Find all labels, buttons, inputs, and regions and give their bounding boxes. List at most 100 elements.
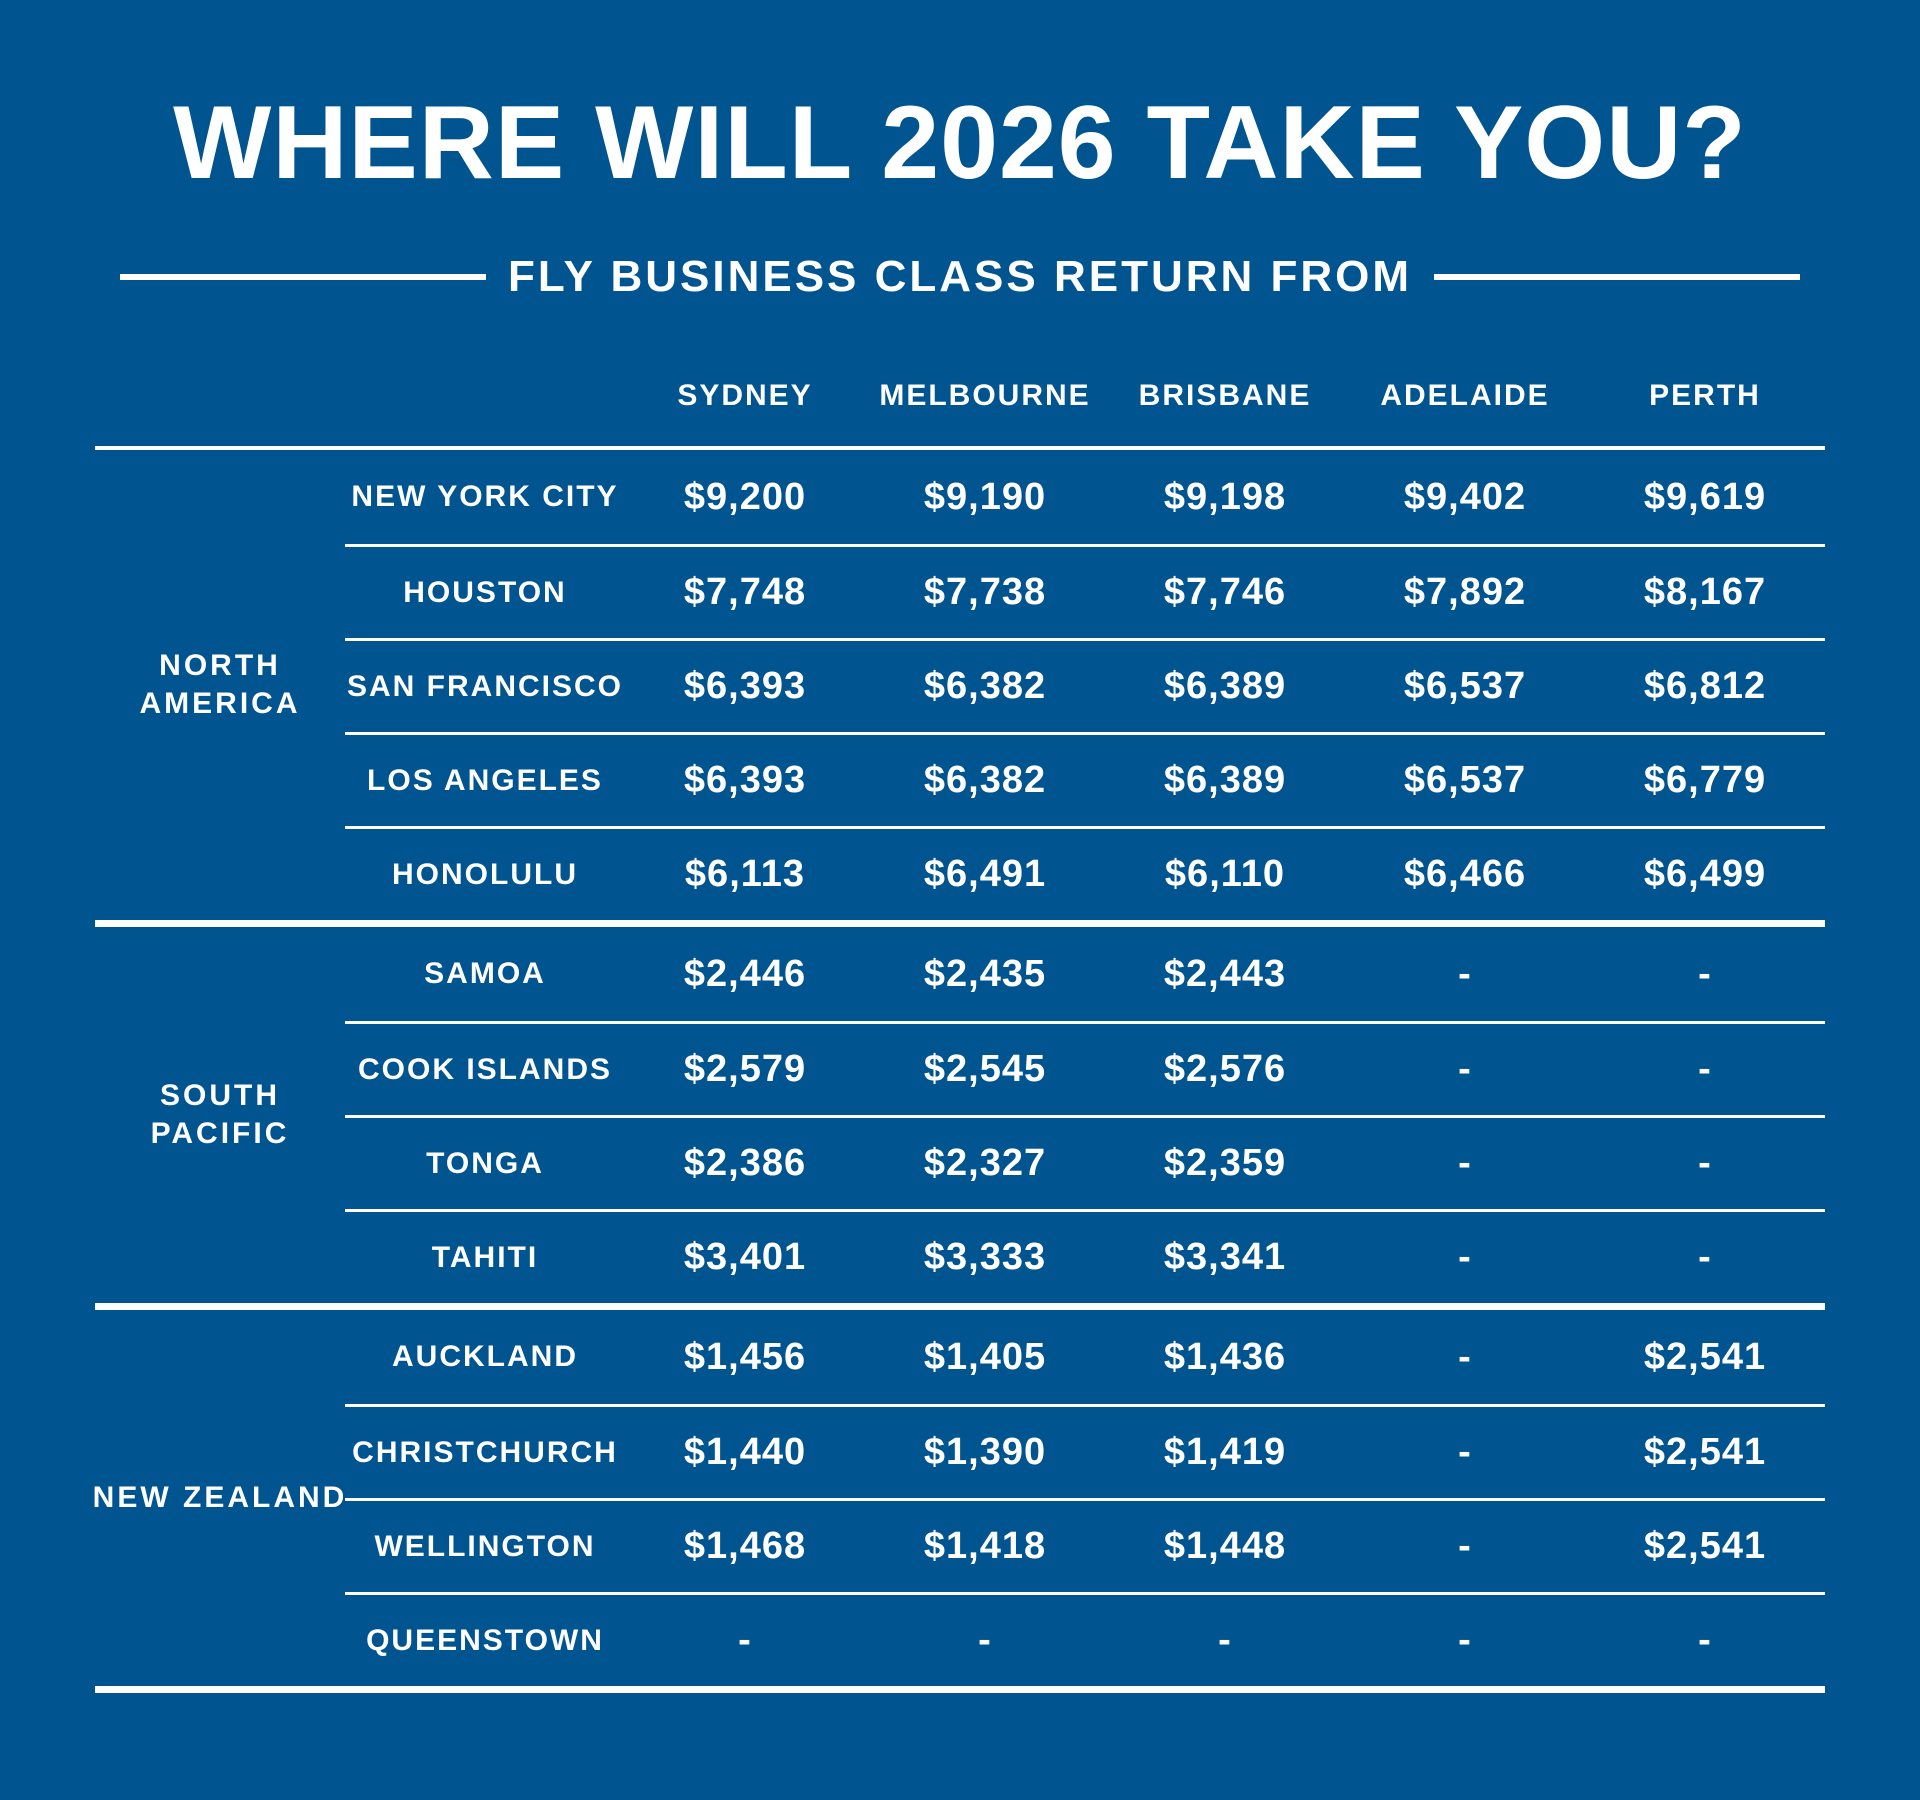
- price-cell: $6,110: [1164, 853, 1286, 895]
- price-cell: -: [1458, 1142, 1472, 1184]
- page-title: WHERE WILL 2026 TAKE YOU?: [173, 85, 1747, 201]
- section-rows: AUCKLAND $1,456 $1,405 $1,436 - $2,541 C…: [345, 1310, 1825, 1686]
- table-row: CHRISTCHURCH $1,440 $1,390 $1,419 - $2,5…: [345, 1404, 1825, 1498]
- price-cell: $1,440: [683, 1431, 807, 1473]
- price-cell: $9,190: [923, 475, 1047, 518]
- price-cell: $7,892: [1403, 571, 1527, 613]
- price-cell: -: [738, 1619, 752, 1661]
- price-cell: $1,468: [683, 1525, 807, 1567]
- price-cell: -: [1698, 1619, 1712, 1661]
- price-cell: $1,405: [923, 1335, 1047, 1378]
- price-cell: $6,113: [684, 853, 806, 895]
- price-cell: $1,419: [1163, 1431, 1287, 1473]
- subtitle-row: FLY BUSINESS CLASS RETURN FROM: [120, 252, 1800, 302]
- table-row: QUEENSTOWN - - - - -: [345, 1592, 1825, 1686]
- price-cell: $2,579: [683, 1048, 807, 1090]
- price-cell: -: [1698, 1236, 1712, 1278]
- price-cell: -: [1458, 1048, 1472, 1090]
- subtitle: FLY BUSINESS CLASS RETURN FROM: [507, 252, 1413, 301]
- price-cell: -: [1458, 1525, 1472, 1567]
- price-cell: $1,448: [1163, 1525, 1287, 1567]
- price-cell: $9,619: [1643, 475, 1767, 518]
- price-cell: -: [1698, 952, 1712, 995]
- table-row: TONGA $2,386 $2,327 $2,359 - -: [345, 1115, 1825, 1209]
- price-cell: $1,418: [923, 1525, 1047, 1567]
- price-cell: $6,779: [1643, 759, 1767, 801]
- column-header-sydney: SYDNEY: [677, 379, 813, 412]
- column-header-perth: PERTH: [1649, 379, 1761, 412]
- destination-label: AUCKLAND: [392, 1340, 578, 1373]
- price-cell: -: [1458, 1619, 1472, 1661]
- table-row: SAMOA $2,446 $2,435 $2,443 - -: [345, 927, 1825, 1021]
- table-row: TAHITI $3,401 $3,333 $3,341 - -: [345, 1209, 1825, 1303]
- region-label-line: SOUTH: [160, 1079, 280, 1112]
- price-cell: $2,541: [1643, 1525, 1767, 1567]
- price-cell: $3,401: [683, 1236, 807, 1278]
- region-label-line: NEW ZEALAND: [92, 1481, 348, 1514]
- price-cell: $2,386: [683, 1142, 807, 1184]
- destination-label: CHRISTCHURCH: [352, 1435, 618, 1469]
- region-label-line: AMERICA: [139, 687, 301, 720]
- table-row: WELLINGTON $1,468 $1,418 $1,448 - $2,541: [345, 1498, 1825, 1592]
- price-cell: -: [978, 1619, 992, 1661]
- price-cell: $9,198: [1163, 475, 1287, 518]
- price-cell: $6,466: [1403, 853, 1527, 895]
- destination-label: COOK ISLANDS: [357, 1052, 612, 1086]
- price-cell: -: [1458, 952, 1472, 995]
- price-cell: $6,393: [683, 665, 807, 707]
- column-header-brisbane: BRISBANE: [1138, 379, 1312, 412]
- price-cell: $6,382: [923, 665, 1047, 707]
- price-cell: $6,491: [923, 853, 1047, 895]
- price-cell: $2,359: [1163, 1142, 1287, 1184]
- price-cell: $3,333: [923, 1236, 1047, 1278]
- price-cell: $2,541: [1643, 1335, 1767, 1378]
- price-cell: $6,393: [683, 759, 807, 801]
- price-cell: -: [1218, 1619, 1232, 1661]
- destination-label: HOUSTON: [403, 575, 567, 609]
- price-cell: -: [1458, 1431, 1472, 1473]
- destination-label: TONGA: [426, 1146, 544, 1180]
- column-header-melbourne: MELBOURNE: [879, 379, 1091, 412]
- table-row: LOS ANGELES $6,393 $6,382 $6,389 $6,537 …: [345, 732, 1825, 826]
- region-label-line: NORTH: [159, 649, 281, 682]
- table-row: HONOLULU $6,113 $6,491 $6,110 $6,466 $6,…: [345, 826, 1825, 920]
- table-row: AUCKLAND $1,456 $1,405 $1,436 - $2,541: [345, 1310, 1825, 1404]
- price-cell: $1,456: [683, 1335, 807, 1378]
- region-label: SOUTH PACIFIC: [95, 927, 345, 1303]
- price-cell: $1,436: [1163, 1335, 1287, 1378]
- price-cell: $1,390: [923, 1431, 1047, 1473]
- table-row: SAN FRANCISCO $6,393 $6,382 $6,389 $6,53…: [345, 638, 1825, 732]
- region-label: NORTH AMERICA: [95, 450, 345, 920]
- price-cell: $7,738: [923, 571, 1047, 613]
- section-south-pacific: SOUTH PACIFIC SAMOA $2,446 $2,435 $2,443…: [95, 927, 1825, 1303]
- price-cell: -: [1458, 1335, 1472, 1378]
- section-divider: [95, 920, 1825, 927]
- price-cell: $6,389: [1163, 759, 1287, 801]
- price-cell: $7,746: [1163, 571, 1287, 613]
- price-cell: $9,402: [1403, 475, 1527, 518]
- price-cell: $3,341: [1163, 1236, 1287, 1278]
- price-cell: $6,537: [1403, 665, 1527, 707]
- price-cell: $2,443: [1163, 952, 1287, 995]
- price-cell: $7,748: [683, 571, 807, 613]
- price-cell: $2,435: [923, 952, 1047, 995]
- table-bottom-border: [95, 1686, 1825, 1693]
- price-cell: $9,200: [683, 475, 807, 518]
- price-cell: $2,545: [923, 1048, 1047, 1090]
- destination-label: HONOLULU: [392, 857, 578, 891]
- price-cell: -: [1698, 1142, 1712, 1184]
- price-cell: $2,327: [923, 1142, 1047, 1184]
- region-label: NEW ZEALAND: [92, 1310, 348, 1686]
- destination-label: TAHITI: [431, 1240, 539, 1274]
- table-row: COOK ISLANDS $2,579 $2,545 $2,576 - -: [345, 1021, 1825, 1115]
- destination-label: LOS ANGELES: [367, 763, 603, 797]
- destination-label: SAMOA: [424, 957, 546, 990]
- section-divider: [95, 1303, 1825, 1310]
- region-label-line: PACIFIC: [150, 1117, 290, 1150]
- destination-label: QUEENSTOWN: [366, 1623, 604, 1657]
- price-cell: $6,382: [923, 759, 1047, 801]
- section-rows: SAMOA $2,446 $2,435 $2,443 - - COOK ISLA…: [345, 927, 1825, 1303]
- price-cell: -: [1458, 1236, 1472, 1278]
- price-cell: $2,541: [1643, 1431, 1767, 1473]
